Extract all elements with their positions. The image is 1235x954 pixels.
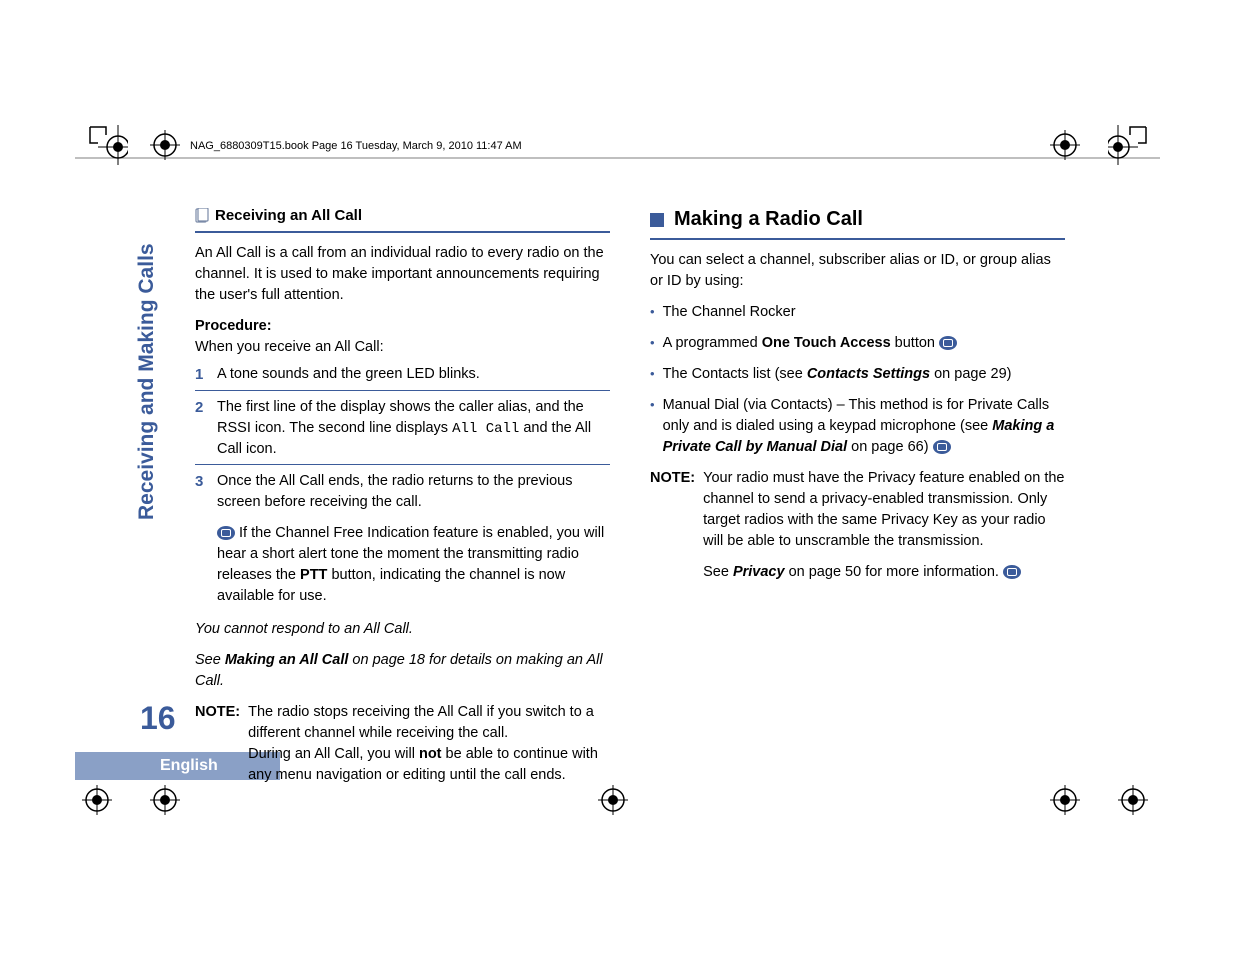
bullet-item: • Manual Dial (via Contacts) – This meth… [650, 395, 1065, 458]
bullet-item: • A programmed One Touch Access button [650, 333, 1065, 354]
divider [195, 231, 610, 233]
bullet-item: • The Channel Rocker [650, 302, 1065, 323]
page-number: 16 [140, 700, 176, 737]
ptt-icon [933, 440, 951, 454]
procedure-when: When you receive an All Call: [195, 337, 610, 358]
intro-text: You can select a channel, subscriber ali… [650, 250, 1065, 292]
book-icon [195, 208, 209, 224]
chapter-title-vertical: Receiving and Making Calls [135, 243, 159, 520]
step-body: A tone sounds and the green LED blinks. [217, 364, 610, 386]
section-marker-icon [650, 213, 664, 227]
ptt-icon [217, 526, 235, 540]
step-number: 1 [195, 364, 211, 386]
note-label: NOTE: [650, 468, 695, 583]
note-label: NOTE: [195, 702, 240, 786]
divider [650, 238, 1065, 240]
ptt-icon [1003, 565, 1021, 579]
step-body: The first line of the display shows the … [217, 397, 610, 460]
note-block: NOTE: The radio stops receiving the All … [195, 702, 610, 786]
bullet-item: • The Contacts list (see Contacts Settin… [650, 364, 1065, 385]
step-3: 3 Once the All Call ends, the radio retu… [195, 465, 610, 611]
intro-text: An All Call is a call from an individual… [195, 243, 610, 306]
bullet-icon: • [650, 364, 655, 385]
procedure-label: Procedure: [195, 316, 610, 337]
bullet-icon: • [650, 333, 655, 354]
page-header-text: NAG_6880309T15.book Page 16 Tuesday, Mar… [190, 140, 522, 152]
section-title: Making a Radio Call [674, 205, 863, 234]
note-body: The radio stops receiving the All Call i… [248, 702, 610, 786]
cannot-respond-text: You cannot respond to an All Call. [195, 619, 610, 640]
bullet-icon: • [650, 302, 655, 323]
step-2: 2 The first line of the display shows th… [195, 391, 610, 465]
note-block: NOTE: Your radio must have the Privacy f… [650, 468, 1065, 583]
step-1: 1 A tone sounds and the green LED blinks… [195, 358, 610, 391]
see-reference: See Making an All Call on page 18 for de… [195, 650, 610, 692]
bullet-icon: • [650, 395, 655, 458]
step-body: Once the All Call ends, the radio return… [217, 471, 610, 607]
ptt-icon [939, 336, 957, 350]
note-body: Your radio must have the Privacy feature… [703, 468, 1065, 583]
right-column: Making a Radio Call You can select a cha… [650, 205, 1065, 786]
step-number: 2 [195, 397, 211, 460]
step-number: 3 [195, 471, 211, 607]
subsection-title: Receiving an All Call [215, 205, 362, 227]
left-column: Receiving an All Call An All Call is a c… [195, 205, 610, 786]
